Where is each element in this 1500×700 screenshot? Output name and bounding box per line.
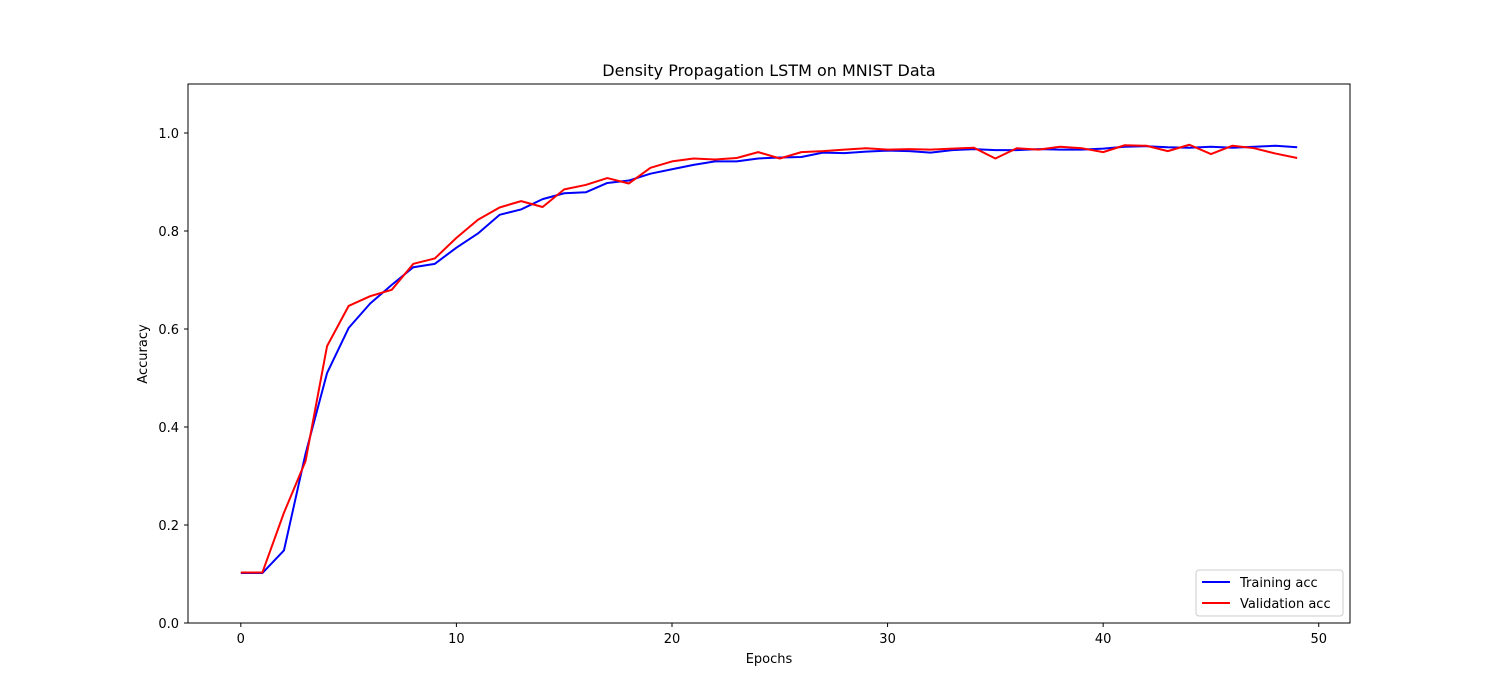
x-tick-label: 30	[879, 632, 896, 647]
x-tick-label: 50	[1310, 632, 1327, 647]
x-tick-label: 40	[1095, 632, 1112, 647]
series-lines	[240, 143, 1298, 575]
y-axis-ticks: 0.0 0.2 0.4 0.6 0.8 1.0	[158, 127, 188, 632]
y-tick-label: 0.6	[158, 323, 179, 338]
y-tick-label: 0.2	[158, 519, 179, 534]
legend-box	[1195, 569, 1344, 617]
y-axis-label: Accuracy	[136, 324, 151, 384]
legend: Training acc Validation acc	[1195, 569, 1344, 617]
x-axis-label: Epochs	[746, 652, 793, 667]
y-tick-label: 0.0	[158, 617, 179, 632]
y-tick-label: 0.4	[158, 421, 179, 436]
y-tick-label: 1.0	[158, 127, 179, 142]
y-tick-label: 0.8	[158, 225, 179, 240]
x-tick-label: 10	[448, 632, 465, 647]
legend-label-validation-acc: Validation acc	[1240, 597, 1331, 612]
x-axis-ticks: 0 10 20 30 40 50	[237, 623, 1327, 647]
x-tick-label: 20	[664, 632, 681, 647]
legend-label-training-acc: Training acc	[1239, 576, 1318, 591]
x-tick-label: 0	[237, 632, 245, 647]
series-line-validation-acc	[240, 143, 1298, 574]
chart-title: Density Propagation LSTM on MNIST Data	[602, 61, 935, 80]
plot-area-frame	[187, 83, 1351, 624]
